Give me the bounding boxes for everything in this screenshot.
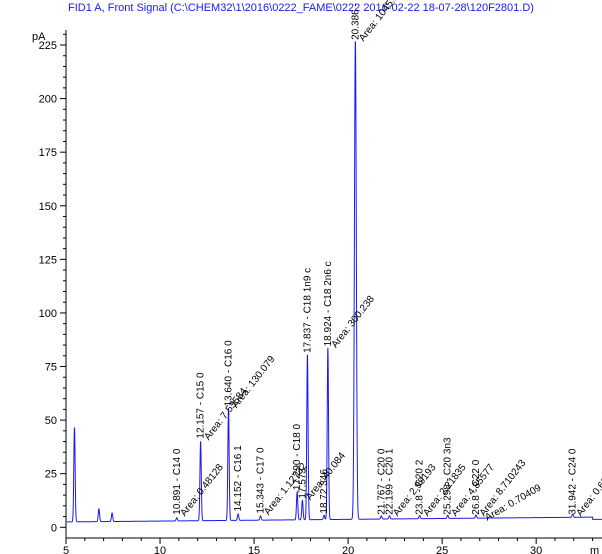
y-tick-label: 125 xyxy=(39,254,57,266)
x-tick-label: 30 xyxy=(530,545,542,554)
peak-label: 13.640 - C16 0 xyxy=(224,340,235,407)
y-tick-label: 200 xyxy=(39,94,57,106)
x-tick-label: 5 xyxy=(63,545,69,554)
peak-label: 17.837 - C18 1n9 c xyxy=(302,268,313,353)
peak-label: 22.199 - C20 1 xyxy=(385,448,396,515)
x-axis-label: m xyxy=(590,545,599,554)
x-tick-label: 15 xyxy=(248,545,260,554)
y-tick-label: 0 xyxy=(51,522,57,534)
peak-area-label: Area: 1045.1 xyxy=(357,0,401,44)
peak-label: 12.157 - C15 0 xyxy=(196,372,207,439)
peak-label: 14.152 - C16 1 xyxy=(233,445,244,512)
x-tick-label: 20 xyxy=(342,545,354,554)
peak-label: 23.8 - C20 2 xyxy=(415,459,426,514)
peak-label: 21.767 - C20 0 xyxy=(376,448,387,515)
peak-label: 20.386 - C18 3n3 xyxy=(350,0,361,40)
peak-label: 17.290 - C18 0 xyxy=(292,424,303,491)
peak-label: 18.924 - C18 2n6 c xyxy=(323,261,334,346)
y-tick-label: 175 xyxy=(39,147,57,159)
y-tick-label: 225 xyxy=(39,40,57,52)
y-tick-label: 75 xyxy=(45,362,57,374)
axes: 0 25 50 75 100 125 150 175 200 225 5 10 15 20 25 30 pA m xyxy=(32,30,602,554)
peak-label: 31.942 - C24 0 xyxy=(568,448,579,515)
peak-area-label: Area: 130.079 xyxy=(230,354,278,411)
signal-trace xyxy=(66,41,602,523)
peak-label: 26.8 - C22 0 xyxy=(471,459,482,514)
y-tick-label: 150 xyxy=(39,201,57,213)
trace-layer xyxy=(66,41,602,523)
peak-area-label: Area: 300.238 xyxy=(330,294,378,351)
peak-label: 10.891 - C14 0 xyxy=(172,448,183,515)
peak-label: 25.298 - C20 3n3 xyxy=(443,437,454,515)
chart-title: FID1 A, Front Signal (C:\CHEM32\1\2016\0… xyxy=(68,2,534,14)
y-tick-label: 25 xyxy=(45,469,57,481)
y-tick-label: 50 xyxy=(45,415,57,427)
x-tick-label: 10 xyxy=(154,545,166,554)
peak-label: 15.343 - C17 0 xyxy=(256,447,267,514)
peak-label: 17.573 xyxy=(297,468,308,499)
y-tick-label: 100 xyxy=(39,308,57,320)
x-tick-label: 25 xyxy=(436,545,448,554)
y-axis-label: pA xyxy=(32,31,46,43)
peak-label: 18.72 346 xyxy=(319,469,330,514)
